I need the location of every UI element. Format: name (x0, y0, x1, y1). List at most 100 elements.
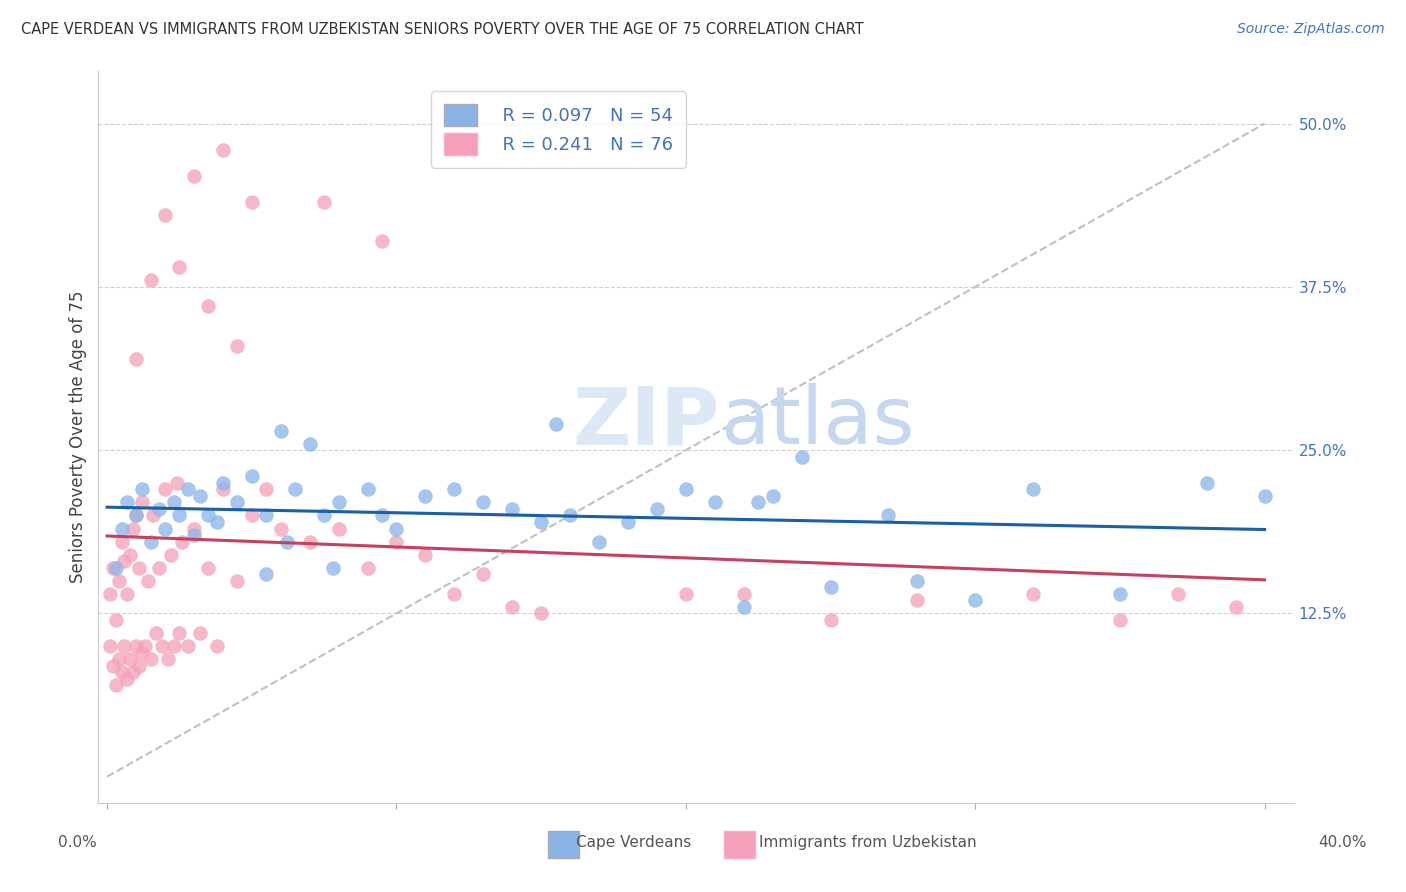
Point (226, 495, 249, 509)
Point (298, 436, 321, 450)
Point (675, 483, 697, 497)
Text: 40.0%: 40.0% (1319, 836, 1367, 850)
Point (905, 593, 928, 607)
Point (254, 567, 277, 582)
Point (197, 560, 219, 574)
Point (240, 469, 263, 483)
Point (1022, 587, 1045, 601)
Point (110, 521, 132, 535)
Point (443, 587, 465, 601)
Point (159, 548, 181, 562)
Point (177, 639, 200, 653)
Y-axis label: Seniors Poverty Over the Age of 75: Seniors Poverty Over the Age of 75 (69, 291, 87, 583)
Point (117, 495, 139, 509)
Point (139, 273, 162, 287)
Text: Source: ZipAtlas.com: Source: ZipAtlas.com (1237, 22, 1385, 37)
Point (544, 417, 567, 431)
Point (98, 639, 121, 653)
Point (153, 483, 176, 497)
Point (125, 351, 148, 366)
Point (145, 626, 167, 640)
Text: atlas: atlas (720, 384, 914, 461)
Point (110, 534, 132, 549)
Point (530, 515, 553, 529)
Point (150, 639, 173, 653)
Point (322, 560, 344, 574)
Point (205, 639, 228, 653)
Point (617, 515, 640, 529)
Point (163, 639, 186, 653)
Point (183, 521, 205, 535)
Point (226, 339, 249, 353)
Point (820, 613, 842, 627)
Point (169, 508, 191, 523)
Point (558, 508, 581, 523)
Point (125, 639, 148, 653)
Point (104, 613, 127, 627)
Point (166, 475, 188, 490)
Point (142, 508, 165, 523)
Point (270, 424, 292, 438)
Point (114, 554, 136, 568)
Point (472, 567, 495, 582)
Point (183, 169, 205, 183)
Point (1167, 587, 1189, 601)
Point (472, 495, 495, 509)
Point (254, 483, 277, 497)
Text: CAPE VERDEAN VS IMMIGRANTS FROM UZBEKISTAN SENIORS POVERTY OVER THE AGE OF 75 CO: CAPE VERDEAN VS IMMIGRANTS FROM UZBEKIST… (21, 22, 863, 37)
Point (177, 483, 200, 497)
Point (101, 560, 124, 574)
Point (131, 495, 153, 509)
Point (226, 574, 249, 588)
Point (211, 483, 233, 497)
Point (139, 652, 162, 666)
Point (114, 639, 136, 653)
Point (328, 495, 350, 509)
Point (131, 483, 153, 497)
Point (965, 593, 987, 607)
Point (314, 508, 336, 523)
Point (122, 665, 145, 680)
Point (385, 521, 408, 535)
Text: ZIP: ZIP (572, 384, 720, 461)
Point (148, 560, 170, 574)
Point (905, 574, 928, 588)
Point (356, 483, 378, 497)
Point (747, 495, 769, 509)
Point (163, 495, 186, 509)
Point (125, 508, 148, 523)
Point (98, 587, 121, 601)
Point (385, 534, 408, 549)
Point (328, 521, 350, 535)
Point (139, 534, 162, 549)
Point (415, 489, 437, 503)
Point (675, 587, 697, 601)
Point (134, 639, 156, 653)
Point (128, 560, 150, 574)
Point (117, 587, 139, 601)
Point (1195, 475, 1218, 490)
Point (156, 652, 179, 666)
Point (205, 515, 228, 529)
Point (122, 521, 145, 535)
Legend:   R = 0.097   N = 54,   R = 0.241   N = 76: R = 0.097 N = 54, R = 0.241 N = 76 (432, 91, 686, 168)
Point (371, 234, 394, 248)
Point (1253, 489, 1275, 503)
Point (733, 599, 755, 614)
Text: Immigrants from Uzbekistan: Immigrants from Uzbekistan (759, 836, 977, 850)
Point (371, 508, 394, 523)
Point (284, 483, 307, 497)
Point (197, 300, 219, 314)
Point (762, 489, 785, 503)
Point (530, 607, 553, 621)
Point (131, 646, 153, 660)
Point (183, 528, 205, 542)
Point (153, 521, 176, 535)
Point (188, 626, 211, 640)
Point (211, 475, 233, 490)
Point (120, 652, 142, 666)
Point (107, 652, 129, 666)
Point (1109, 613, 1132, 627)
Point (110, 665, 132, 680)
Point (136, 574, 159, 588)
